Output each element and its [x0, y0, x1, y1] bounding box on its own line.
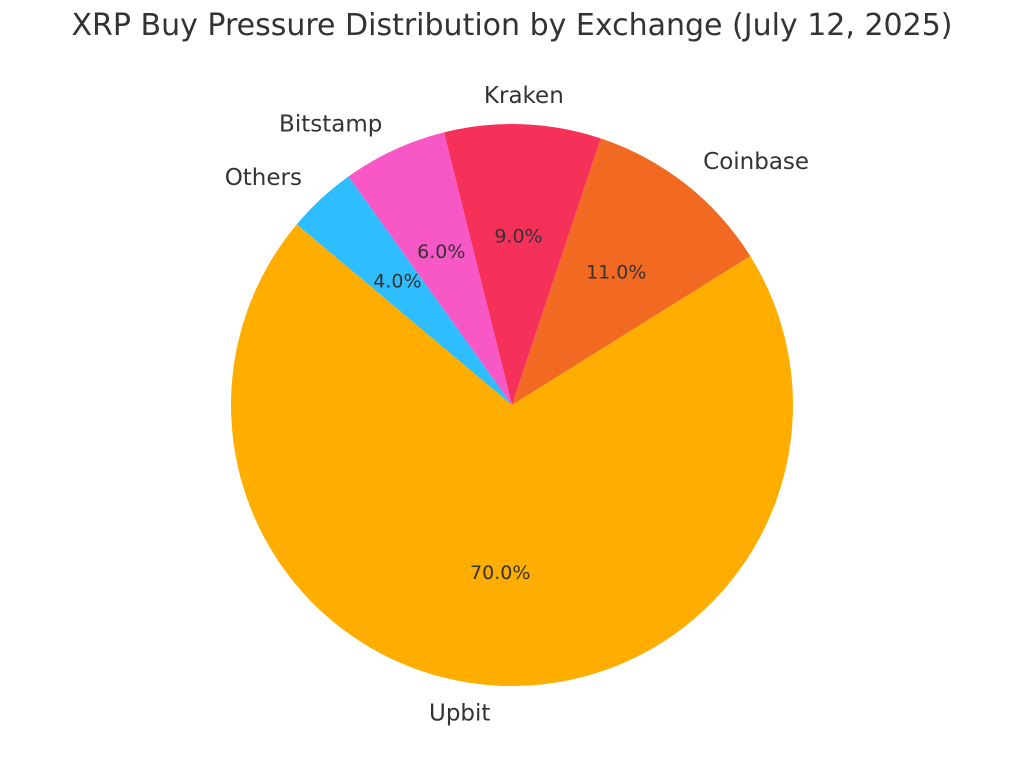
- pct-label-coinbase: 11.0%: [586, 262, 646, 284]
- slice-label-kraken: Kraken: [484, 83, 564, 109]
- pie-labels: Upbit 70.0% Coinbase 11.0% Kraken 9.0% Bitstam…: [225, 83, 809, 726]
- pct-label-upbit: 70.0%: [470, 562, 530, 584]
- slice-label-upbit: Upbit: [429, 700, 490, 726]
- pie-slice-upbit: [231, 224, 794, 686]
- slice-label-coinbase: Coinbase: [703, 149, 809, 175]
- pct-label-kraken: 9.0%: [494, 226, 542, 248]
- pie-slices: [231, 123, 794, 686]
- slice-label-bitstamp: Bitstamp: [279, 111, 382, 137]
- pie-slice-bitstamp: [348, 132, 512, 405]
- pie-slice-kraken: [444, 123, 601, 405]
- slice-label-others: Others: [225, 165, 302, 191]
- chart-title: XRP Buy Pressure Distribution by Exchang…: [71, 8, 953, 43]
- pct-label-others: 4.0%: [373, 270, 421, 292]
- pie-slice-others: [296, 176, 512, 405]
- pct-label-bitstamp: 6.0%: [417, 241, 465, 263]
- pie-slice-coinbase: [512, 138, 751, 405]
